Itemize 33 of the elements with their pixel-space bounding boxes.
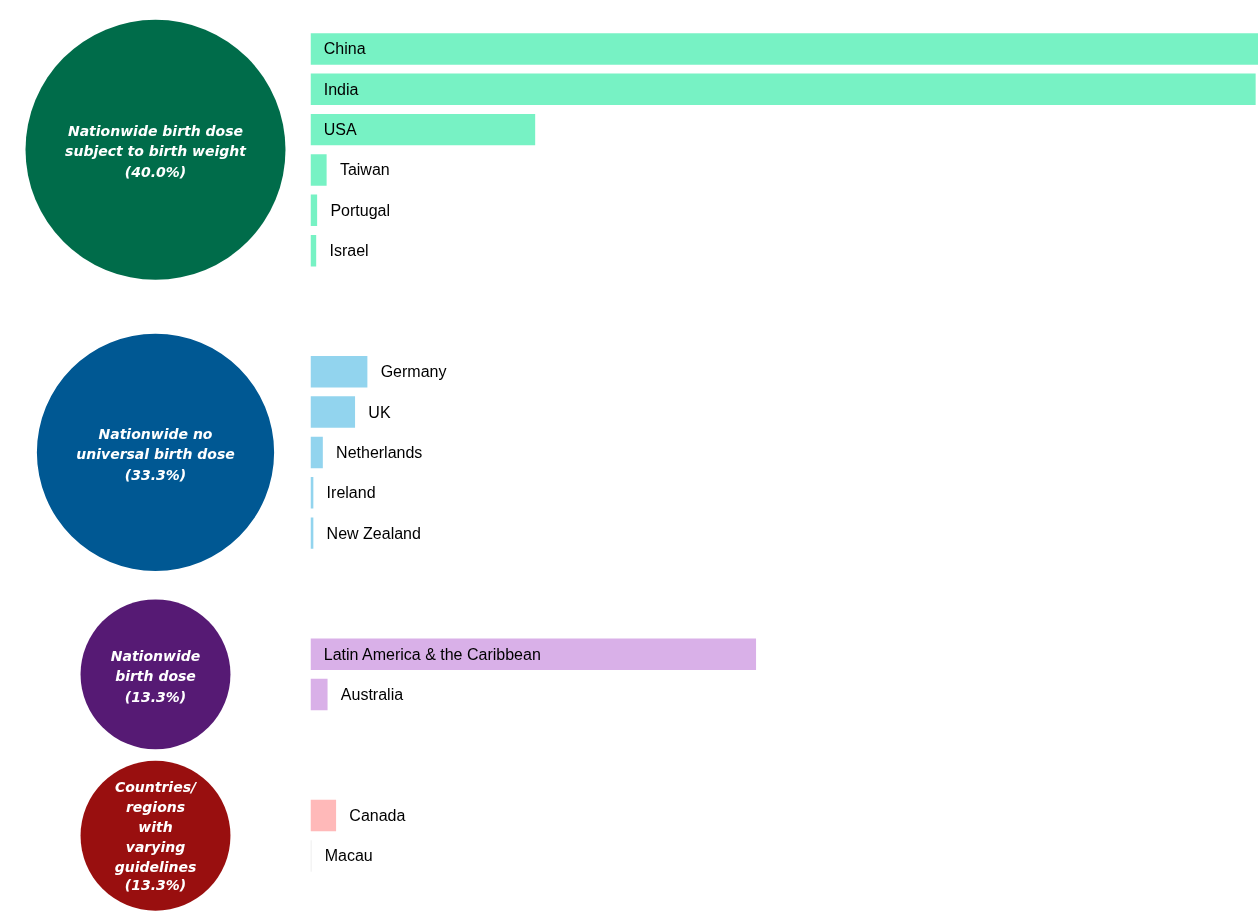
bar — [310, 73, 1256, 106]
y-tick-label: Macau — [324, 847, 373, 865]
bar — [310, 436, 323, 469]
text: Countries/ regions with varying guidelines — [114, 779, 198, 876]
bar — [310, 799, 337, 832]
y-tick-label: Israel — [329, 242, 369, 260]
bar — [310, 33, 1258, 65]
y-tick-label: UK — [368, 403, 391, 421]
data-label: (13.3%) — [124, 876, 187, 893]
y-tick-label: Taiwan — [339, 161, 390, 179]
text: Nationwide birth dose — [110, 647, 201, 684]
y-tick-label: New Zealand — [326, 524, 421, 542]
y-tick-label: Netherlands — [336, 443, 423, 461]
y-tick-label: Australia — [340, 686, 404, 704]
text: Nationwide no universal birth dose — [76, 425, 235, 462]
bar — [310, 678, 328, 711]
data-label: (40.0%) — [124, 164, 187, 181]
bar — [310, 154, 327, 186]
y-tick-label: India — [323, 80, 359, 98]
bar — [310, 638, 757, 670]
bar — [310, 355, 368, 388]
text: Nationwide birth dose subject to birth weight — [65, 123, 248, 160]
y-tick-label: China — [323, 40, 366, 58]
y-tick-label: Ireland — [326, 484, 376, 502]
bar — [310, 396, 356, 428]
y-tick-label: Portugal — [330, 201, 390, 219]
bar — [310, 113, 536, 146]
data-label: (13.3%) — [124, 688, 187, 705]
y-tick-label: Latin America & the Caribbean — [323, 645, 541, 663]
data-label: (33.3%) — [124, 466, 187, 483]
y-tick-label: Canada — [349, 807, 406, 825]
y-tick-label: Germany — [380, 363, 447, 381]
y-tick-label: USA — [323, 121, 357, 139]
